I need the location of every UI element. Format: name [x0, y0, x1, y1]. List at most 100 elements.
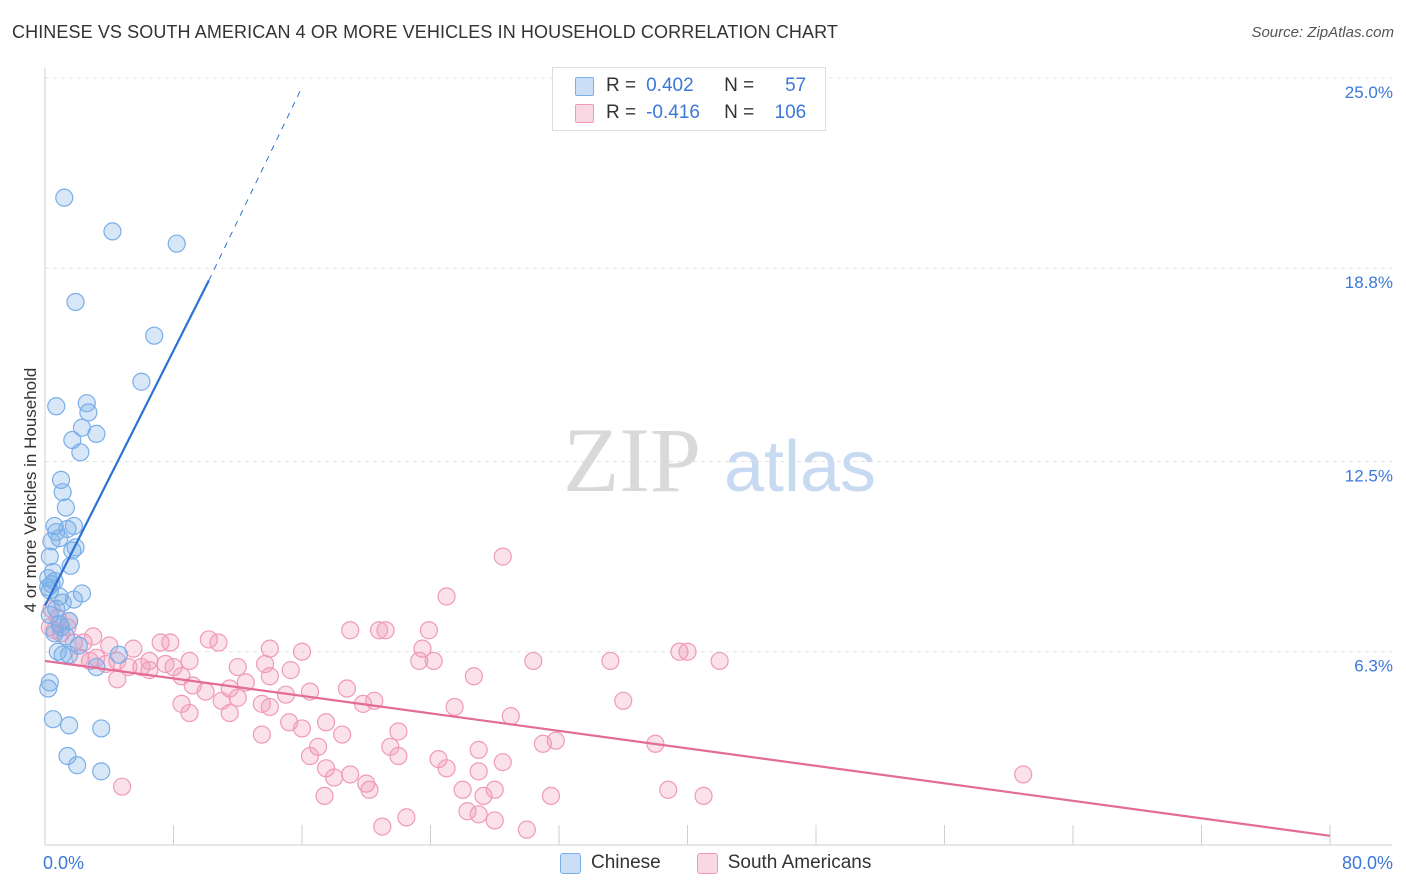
- data-point-south-americans: [493, 547, 512, 566]
- data-point-chinese: [43, 710, 63, 729]
- data-point-south-americans: [424, 651, 443, 671]
- data-point-chinese: [40, 673, 59, 692]
- data-point-chinese: [59, 716, 79, 735]
- data-point-south-americans: [252, 725, 271, 744]
- data-point-south-americans: [228, 657, 247, 677]
- trend-lines: [44, 86, 1331, 837]
- data-point-south-americans: [315, 786, 334, 806]
- data-point-south-americans: [151, 633, 170, 652]
- data-point-south-americans: [501, 707, 520, 726]
- data-point-south-americans: [469, 805, 488, 824]
- y-axis-label-wrap: 4 or more Vehicles in Household: [16, 280, 46, 700]
- legend-n-label: N =: [724, 102, 755, 123]
- data-point-south-americans: [614, 691, 633, 710]
- data-point-south-americans: [341, 765, 360, 784]
- y-tick-label: 6.3%: [1354, 657, 1393, 676]
- watermark-atlas: atlas: [724, 427, 876, 507]
- data-point-chinese: [56, 627, 75, 646]
- legend-row-south-americans: R = -0.416 N = 106: [575, 101, 806, 125]
- data-point-south-americans: [337, 679, 357, 698]
- data-point-south-americans: [112, 777, 132, 796]
- data-point-south-americans: [360, 780, 379, 799]
- data-point-chinese: [109, 645, 128, 664]
- data-point-south-americans: [410, 651, 429, 671]
- data-point-south-americans: [694, 786, 713, 806]
- data-point-south-americans: [87, 648, 106, 667]
- series-label-chinese: Chinese: [591, 852, 661, 873]
- series-swatch-south-americans: [696, 852, 718, 874]
- data-point-chinese: [167, 234, 186, 253]
- data-point-south-americans: [180, 703, 199, 723]
- data-point-south-americans: [220, 703, 239, 723]
- x-tick-label-min: 0.0%: [43, 853, 84, 873]
- data-point-south-americans: [180, 651, 199, 671]
- data-point-south-americans: [281, 661, 300, 680]
- data-point-south-americans: [100, 636, 119, 655]
- data-point-chinese: [47, 397, 66, 416]
- data-point-south-americans: [308, 737, 328, 756]
- axes: [44, 68, 1392, 846]
- y-axis-label: 4 or more Vehicles in Household: [21, 367, 40, 613]
- data-point-south-americans: [1014, 765, 1033, 784]
- data-point-chinese: [71, 443, 90, 462]
- source-label: Source: ZipAtlas.com: [1251, 24, 1394, 41]
- data-point-south-americans: [370, 621, 389, 640]
- chinese-points: [39, 188, 186, 781]
- series-legend-chinese[interactable]: Chinese: [560, 852, 661, 874]
- data-point-chinese: [92, 719, 111, 738]
- data-point-south-americans: [196, 682, 215, 701]
- data-point-chinese: [42, 532, 61, 551]
- data-point-south-americans: [373, 817, 392, 836]
- series-legend-south-americans[interactable]: South Americans: [696, 852, 872, 874]
- data-point-south-americans: [341, 621, 360, 640]
- legend-swatch-south-americans: [575, 103, 594, 123]
- data-point-chinese: [145, 326, 164, 345]
- y-tick-label: 18.8%: [1345, 273, 1393, 292]
- y-tick-label: 12.5%: [1345, 467, 1393, 486]
- data-point-south-americans: [333, 725, 352, 744]
- data-point-south-americans: [445, 697, 464, 717]
- data-point-south-americans: [260, 639, 279, 658]
- data-point-south-americans: [453, 780, 472, 799]
- data-point-chinese: [55, 188, 74, 207]
- data-point-chinese: [48, 642, 67, 661]
- data-point-south-americans: [292, 642, 312, 661]
- legend-r-label: R =: [606, 75, 637, 96]
- data-point-south-americans: [325, 768, 344, 787]
- trend-line-chinese-extension: [208, 86, 303, 281]
- tick-labels: 6.3% 12.5% 18.8% 25.0% 0.0% 80.0%: [43, 83, 1393, 873]
- data-point-south-americans: [458, 802, 477, 821]
- data-point-south-americans: [437, 759, 456, 778]
- data-point-south-americans: [389, 722, 408, 741]
- data-point-chinese: [103, 222, 122, 241]
- watermark: ZIP atlas: [563, 409, 876, 511]
- legend-swatch-chinese: [575, 76, 594, 96]
- legend-r-value-south-americans: -0.416: [646, 102, 700, 123]
- watermark-zip: ZIP: [563, 409, 701, 511]
- data-point-chinese: [77, 394, 96, 413]
- data-point-chinese: [66, 292, 85, 312]
- data-point-chinese: [92, 762, 111, 781]
- data-point-chinese: [45, 624, 64, 643]
- data-point-south-americans: [469, 740, 488, 759]
- data-point-chinese: [79, 403, 98, 422]
- trend-line-south-americans: [44, 659, 1331, 837]
- data-point-chinese: [58, 746, 77, 766]
- legend-r-label: R =: [606, 102, 637, 123]
- series-label-south-americans: South Americans: [727, 852, 872, 873]
- data-point-chinese: [132, 372, 151, 391]
- legend-n-label: N =: [724, 75, 755, 96]
- data-point-south-americans: [292, 719, 312, 738]
- data-point-south-americans: [161, 633, 180, 652]
- data-point-south-americans: [209, 633, 228, 652]
- data-point-chinese: [56, 498, 75, 517]
- data-point-south-americans: [659, 780, 678, 799]
- trend-line-chinese: [44, 279, 210, 607]
- data-point-south-americans: [601, 651, 620, 671]
- data-point-south-americans: [316, 713, 336, 732]
- legend-n-value-south-americans: 106: [774, 102, 807, 123]
- data-point-south-americans: [260, 667, 279, 686]
- y-tick-label: 25.0%: [1345, 83, 1393, 102]
- data-point-south-americans: [678, 642, 697, 661]
